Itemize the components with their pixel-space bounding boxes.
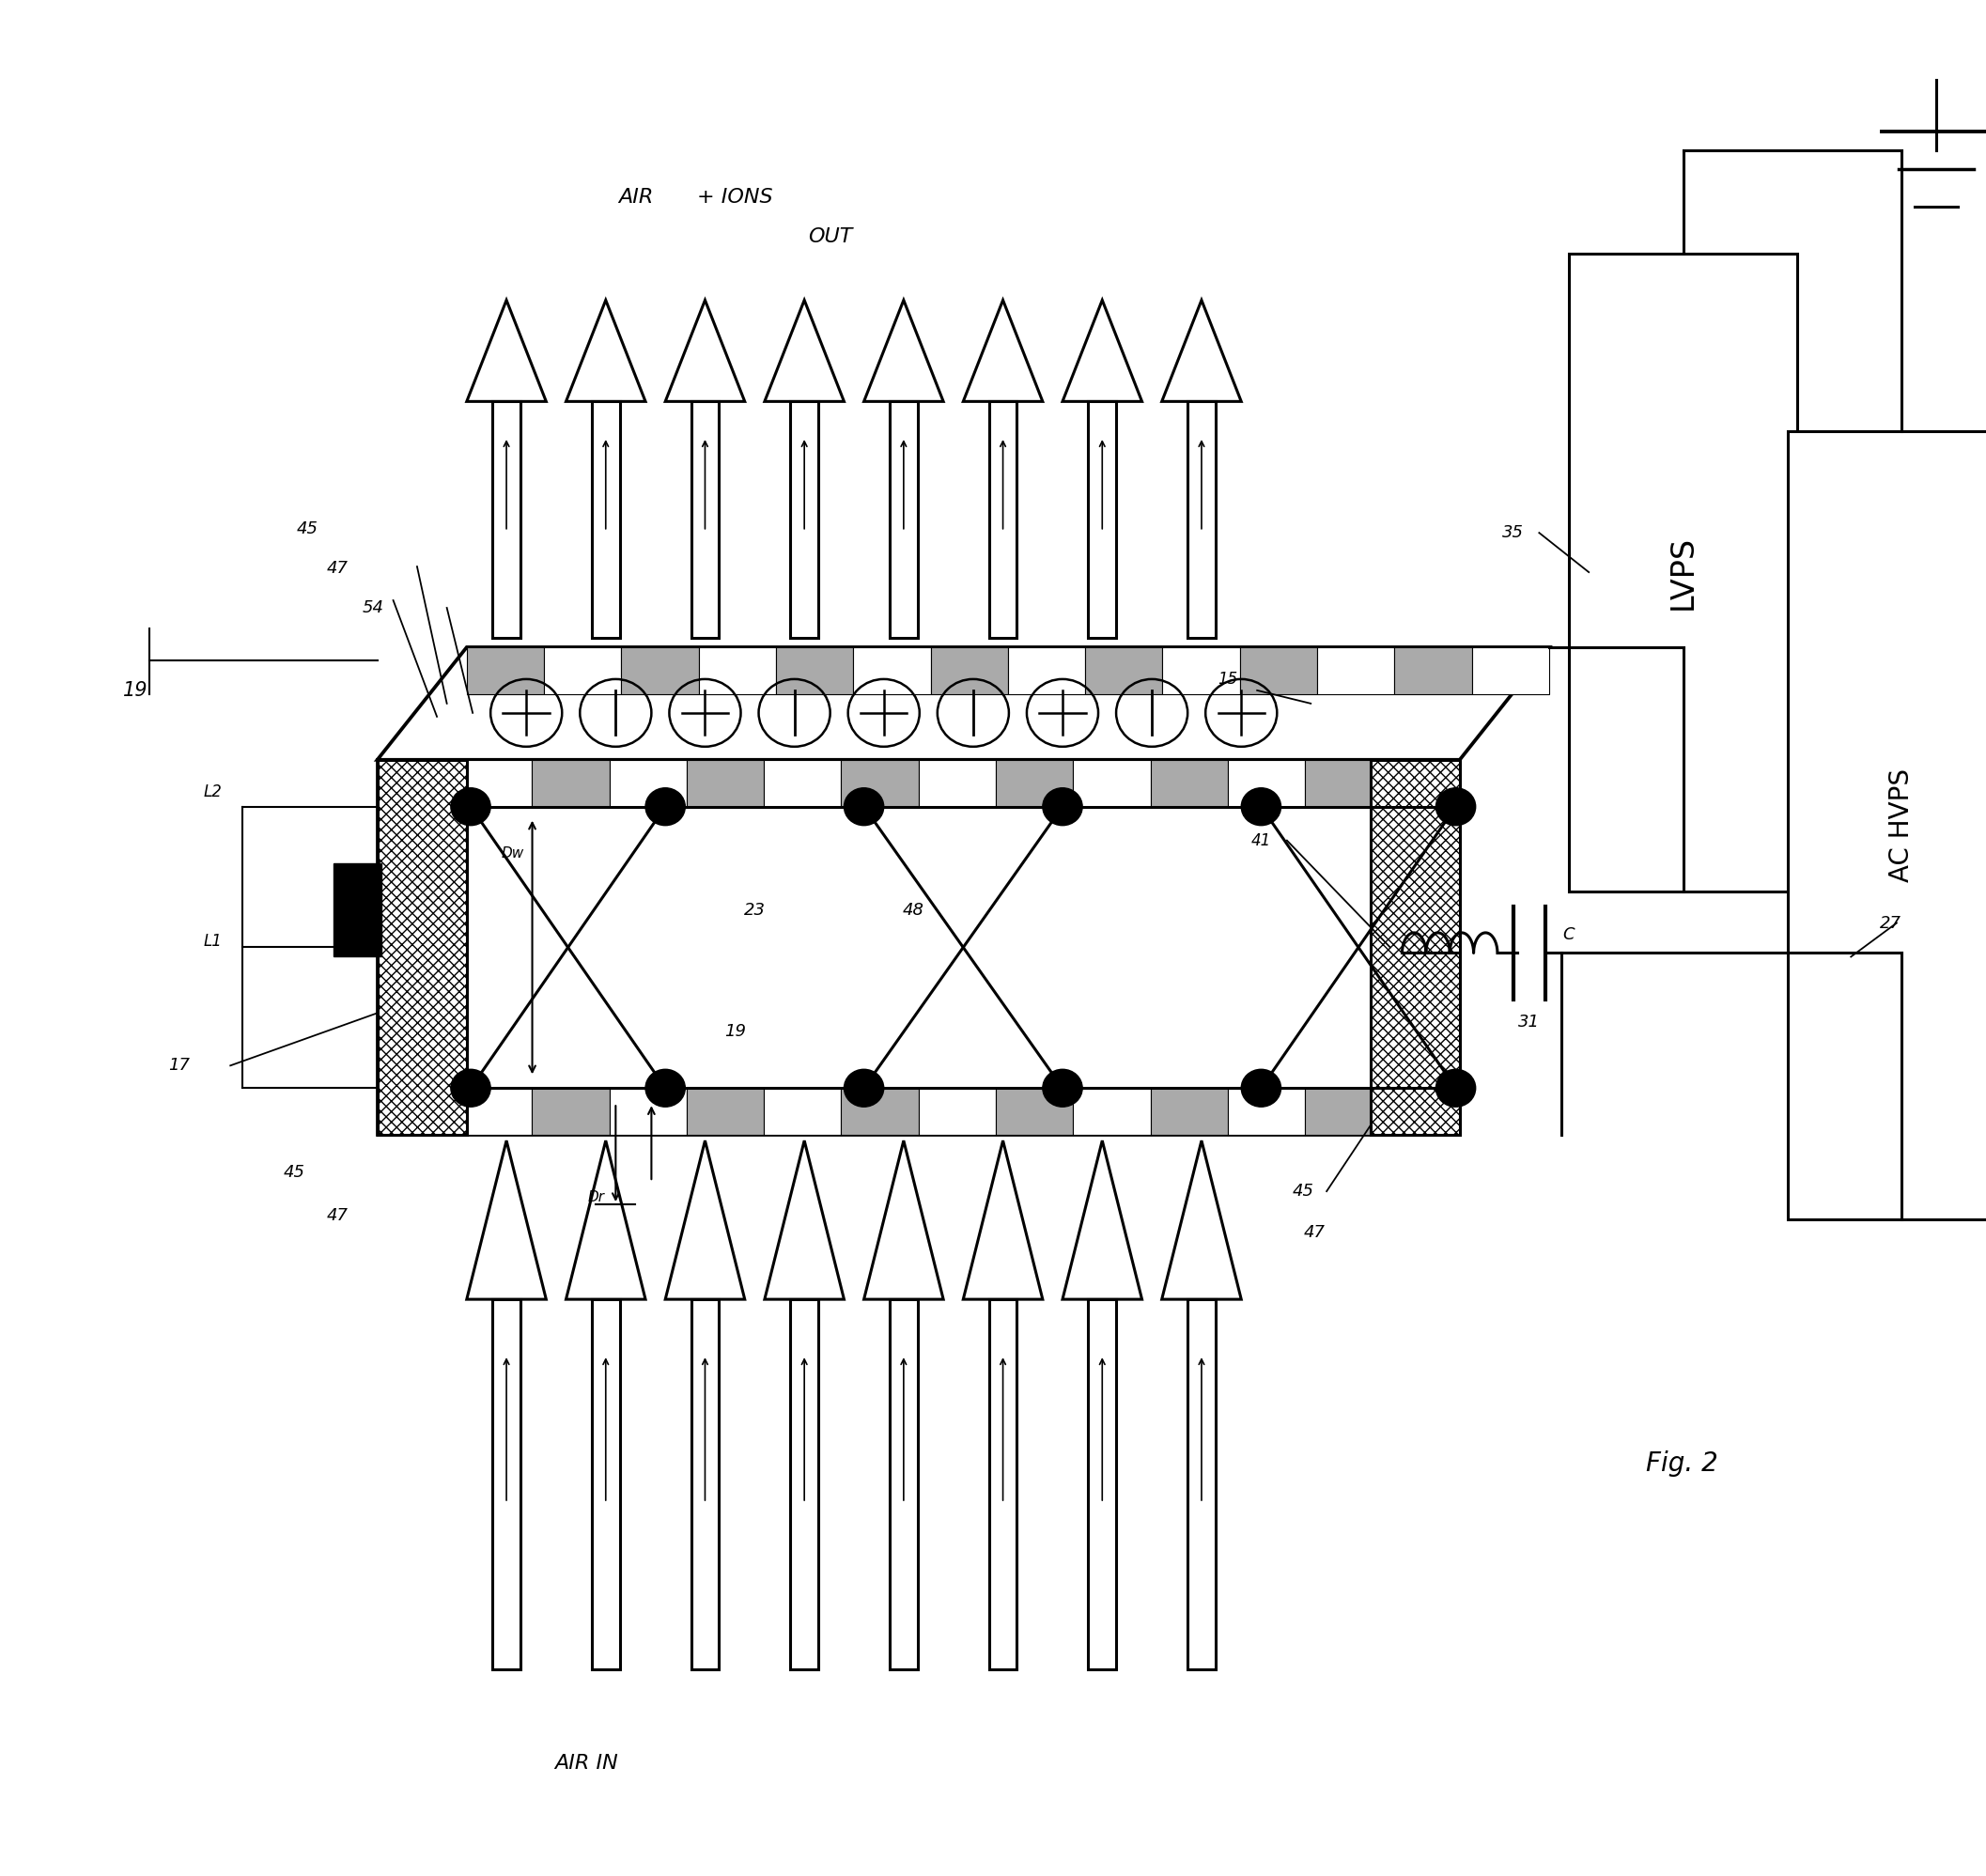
Text: 23: 23 bbox=[745, 900, 765, 919]
Bar bbox=[1150, 760, 1227, 807]
Circle shape bbox=[1241, 1069, 1281, 1107]
Bar bbox=[1305, 760, 1382, 807]
Bar bbox=[1382, 1088, 1460, 1135]
Bar bbox=[1227, 1088, 1305, 1135]
Text: C: C bbox=[1563, 925, 1575, 944]
Bar bbox=[1239, 647, 1317, 694]
Bar bbox=[377, 760, 455, 807]
Text: 27: 27 bbox=[1881, 914, 1901, 932]
Bar bbox=[1084, 647, 1162, 694]
Text: 47: 47 bbox=[1305, 1223, 1325, 1242]
Bar bbox=[687, 1088, 765, 1135]
Text: 48: 48 bbox=[904, 900, 923, 919]
Circle shape bbox=[1241, 788, 1281, 825]
Bar bbox=[622, 647, 699, 694]
Bar bbox=[765, 760, 842, 807]
Circle shape bbox=[1436, 788, 1476, 825]
Bar bbox=[377, 1088, 455, 1135]
Text: 54: 54 bbox=[363, 598, 383, 617]
Text: 35: 35 bbox=[1503, 523, 1523, 542]
Circle shape bbox=[1043, 1069, 1082, 1107]
Bar bbox=[467, 647, 544, 694]
Text: 47: 47 bbox=[328, 1206, 348, 1225]
Text: 45: 45 bbox=[1293, 1182, 1313, 1201]
Bar bbox=[455, 760, 532, 807]
Bar bbox=[842, 760, 918, 807]
Text: + IONS: + IONS bbox=[697, 188, 773, 206]
Bar bbox=[1072, 760, 1150, 807]
Bar bbox=[931, 647, 1009, 694]
Text: 19: 19 bbox=[725, 1022, 745, 1041]
Bar bbox=[687, 760, 765, 807]
Text: 15: 15 bbox=[1217, 670, 1237, 688]
Bar bbox=[1072, 1088, 1150, 1135]
Text: Dw: Dw bbox=[500, 846, 524, 861]
Circle shape bbox=[844, 788, 884, 825]
Circle shape bbox=[451, 788, 491, 825]
Bar bbox=[377, 760, 467, 1135]
Bar bbox=[1317, 647, 1394, 694]
Circle shape bbox=[645, 1069, 685, 1107]
Text: 17: 17 bbox=[169, 1056, 189, 1075]
Text: AC HVPS: AC HVPS bbox=[1889, 769, 1915, 882]
Circle shape bbox=[1043, 788, 1082, 825]
Bar bbox=[1227, 760, 1305, 807]
Text: 41: 41 bbox=[1251, 831, 1271, 850]
Bar bbox=[544, 647, 622, 694]
Bar bbox=[1787, 431, 1986, 1219]
Bar bbox=[854, 647, 931, 694]
Circle shape bbox=[844, 1069, 884, 1107]
Text: 47: 47 bbox=[328, 559, 348, 578]
Bar bbox=[918, 1088, 995, 1135]
Bar bbox=[532, 760, 610, 807]
Text: AIR: AIR bbox=[618, 188, 653, 206]
Circle shape bbox=[451, 1069, 491, 1107]
Text: LVPS: LVPS bbox=[1668, 535, 1698, 610]
Bar bbox=[1150, 1088, 1227, 1135]
Text: Dr: Dr bbox=[588, 1189, 604, 1204]
Bar bbox=[842, 1088, 918, 1135]
Bar bbox=[1394, 647, 1472, 694]
Bar bbox=[377, 760, 1460, 1135]
Text: 31: 31 bbox=[1519, 1013, 1539, 1032]
Text: AIR IN: AIR IN bbox=[554, 1754, 618, 1773]
Bar bbox=[765, 1088, 842, 1135]
Circle shape bbox=[645, 788, 685, 825]
Bar bbox=[1305, 1088, 1382, 1135]
Bar bbox=[995, 760, 1072, 807]
Text: L2: L2 bbox=[203, 782, 222, 801]
Bar bbox=[918, 760, 995, 807]
Bar bbox=[1162, 647, 1239, 694]
Bar bbox=[334, 863, 381, 957]
Circle shape bbox=[1436, 1069, 1476, 1107]
Bar bbox=[1007, 647, 1084, 694]
Bar bbox=[610, 1088, 687, 1135]
Bar bbox=[532, 1088, 610, 1135]
Text: 19: 19 bbox=[123, 681, 147, 700]
Bar bbox=[455, 1088, 532, 1135]
Bar bbox=[699, 647, 777, 694]
Bar bbox=[1472, 647, 1549, 694]
Bar bbox=[1382, 760, 1460, 807]
Text: 45: 45 bbox=[298, 520, 318, 538]
Bar bbox=[1569, 253, 1797, 891]
Bar bbox=[777, 647, 854, 694]
Text: OUT: OUT bbox=[808, 227, 852, 246]
Bar bbox=[995, 1088, 1072, 1135]
Text: 45: 45 bbox=[284, 1163, 304, 1182]
Text: Fig. 2: Fig. 2 bbox=[1646, 1450, 1718, 1476]
Text: L1: L1 bbox=[203, 932, 222, 951]
Bar bbox=[610, 760, 687, 807]
Bar bbox=[1370, 760, 1460, 1135]
